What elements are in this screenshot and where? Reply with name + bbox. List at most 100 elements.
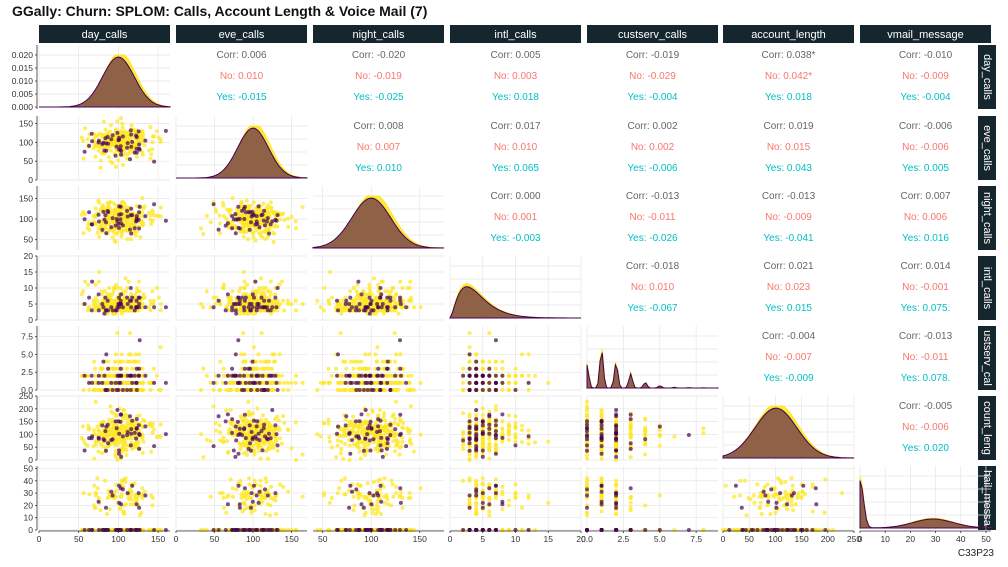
point-yes — [97, 234, 102, 239]
point-no — [263, 434, 267, 439]
point-yes — [217, 423, 222, 428]
point-yes — [315, 432, 320, 437]
point-yes — [397, 445, 402, 450]
point-yes — [506, 388, 511, 392]
point-yes — [354, 442, 359, 447]
point-yes — [339, 447, 344, 452]
point-no — [137, 147, 142, 152]
point-yes — [126, 279, 131, 284]
point-yes — [152, 134, 156, 139]
point-yes — [119, 308, 124, 313]
point-no — [125, 373, 130, 378]
point-yes — [272, 224, 277, 229]
row-strip-label-day_calls: day_calls — [981, 54, 993, 100]
point-yes — [110, 161, 115, 165]
point-yes — [265, 206, 270, 210]
point-yes — [135, 154, 139, 159]
point-no — [249, 220, 253, 225]
point-no — [237, 426, 242, 431]
point-yes — [394, 352, 399, 357]
point-no — [233, 352, 238, 357]
point-no — [109, 137, 114, 142]
point-no — [261, 218, 266, 223]
point-no — [120, 305, 125, 310]
panel-grid — [449, 256, 582, 320]
point-yes — [245, 453, 249, 457]
point-no — [398, 338, 402, 343]
point-yes — [360, 423, 365, 428]
point-no — [104, 308, 108, 313]
point-yes — [213, 421, 218, 426]
point-yes — [208, 220, 213, 225]
point-no — [96, 292, 101, 297]
point-yes — [119, 130, 124, 134]
point-no — [404, 305, 409, 310]
point-yes — [234, 305, 239, 310]
point-yes — [244, 292, 249, 297]
point-yes — [282, 218, 287, 222]
point-no — [388, 295, 393, 300]
point-no — [493, 380, 498, 385]
point-yes — [326, 421, 331, 426]
point-no — [526, 434, 531, 439]
point-yes — [226, 308, 231, 313]
point-yes — [115, 298, 120, 303]
scatter-custserv_calls-vs-night_calls — [315, 331, 423, 392]
point-no — [357, 308, 361, 313]
point-yes — [264, 449, 269, 454]
row-strip-night_calls — [978, 186, 996, 250]
point-yes — [599, 456, 604, 461]
point-no — [82, 302, 87, 306]
point-no — [249, 214, 254, 219]
point-no — [270, 408, 275, 412]
point-yes — [123, 228, 128, 233]
point-yes — [87, 388, 92, 392]
point-yes — [85, 137, 90, 142]
point-no — [347, 308, 352, 313]
point-yes — [269, 292, 273, 297]
point-no — [242, 427, 246, 432]
point-yes — [109, 429, 113, 434]
point-yes — [344, 366, 349, 371]
point-yes — [96, 449, 101, 454]
point-yes — [400, 440, 405, 444]
point-yes — [286, 216, 290, 221]
point-no — [253, 380, 258, 385]
point-yes — [81, 289, 85, 294]
point-no — [256, 373, 261, 378]
point-yes — [133, 302, 138, 306]
point-no — [267, 431, 271, 436]
point-yes — [246, 413, 251, 418]
point-no — [461, 438, 466, 443]
point-no — [128, 157, 132, 162]
column-strip-intl_calls — [450, 25, 581, 43]
point-no — [125, 295, 130, 300]
point-yes — [119, 231, 124, 236]
point-no — [398, 295, 402, 300]
point-yes — [461, 388, 466, 392]
point-no — [87, 210, 92, 215]
point-no — [137, 338, 142, 343]
point-no — [379, 292, 384, 297]
point-yes — [395, 302, 400, 306]
point-yes — [140, 196, 145, 200]
point-no — [359, 292, 364, 297]
point-no — [117, 373, 122, 378]
row-strip-custserv_calls — [978, 326, 996, 390]
point-no — [118, 412, 123, 417]
point-yes — [386, 428, 391, 433]
point-yes — [398, 279, 403, 284]
point-yes — [261, 413, 265, 418]
row-strip-day_calls — [978, 45, 996, 109]
point-no — [480, 454, 485, 459]
point-yes — [395, 380, 400, 385]
point-yes — [366, 292, 371, 297]
point-yes — [244, 198, 249, 203]
point-yes — [256, 352, 261, 357]
point-yes — [114, 282, 118, 287]
point-yes — [271, 302, 276, 306]
point-yes — [250, 298, 255, 303]
density-yes-custserv_calls — [586, 349, 719, 389]
point-no — [467, 388, 472, 392]
point-yes — [130, 436, 134, 441]
